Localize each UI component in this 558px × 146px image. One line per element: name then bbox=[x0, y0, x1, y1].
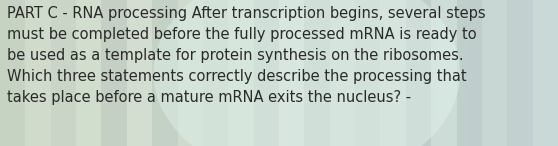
Bar bbox=[203, 0, 228, 146]
Bar bbox=[254, 0, 279, 146]
Bar bbox=[279, 0, 304, 146]
Bar bbox=[127, 0, 152, 146]
Bar bbox=[152, 0, 177, 146]
Bar bbox=[431, 0, 456, 146]
Bar bbox=[102, 0, 127, 146]
Bar bbox=[76, 0, 102, 146]
Bar bbox=[381, 0, 406, 146]
Bar bbox=[482, 0, 507, 146]
Text: PART C - RNA processing After transcription begins, several steps
must be comple: PART C - RNA processing After transcript… bbox=[7, 6, 485, 105]
Bar bbox=[456, 0, 482, 146]
Bar bbox=[228, 0, 254, 146]
Bar bbox=[177, 0, 203, 146]
Bar bbox=[355, 0, 381, 146]
Bar bbox=[51, 0, 76, 146]
Bar bbox=[0, 0, 25, 146]
Bar bbox=[406, 0, 431, 146]
Bar bbox=[533, 0, 558, 146]
Bar bbox=[507, 0, 533, 146]
Bar bbox=[25, 0, 51, 146]
Ellipse shape bbox=[153, 0, 460, 146]
Bar bbox=[304, 0, 330, 146]
Bar bbox=[330, 0, 355, 146]
